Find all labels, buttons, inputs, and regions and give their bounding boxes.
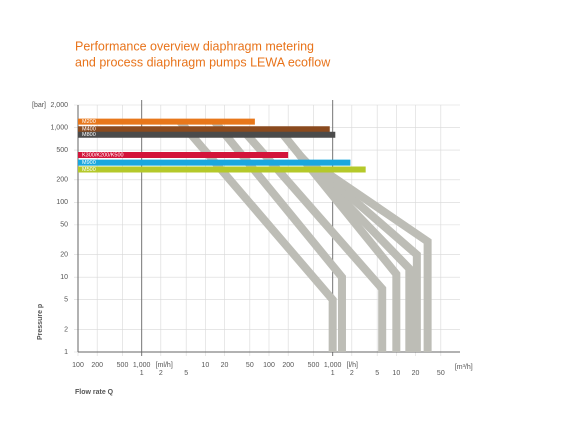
x-unit: [l/h] (347, 362, 358, 369)
x-tick-label: 200 (91, 362, 103, 369)
x-tick-label: 100 (263, 362, 275, 369)
performance-curve (240, 128, 387, 352)
x-unit: [ml/h] (156, 362, 173, 369)
x-tick-label: 100 (72, 362, 84, 369)
y-tick-label: 200 (56, 177, 68, 184)
x-tick-label: 500 (308, 362, 320, 369)
performance-curve (320, 166, 432, 352)
performance-curve (211, 119, 346, 352)
x-tick-label: 500 (117, 362, 129, 369)
y-tick-label: 2,000 (50, 102, 68, 109)
x-axis-label: Flow rate Q (75, 389, 114, 396)
y-tick-label: 1 (64, 349, 68, 356)
y-tick-label: 10 (60, 274, 68, 281)
x-tick-label: 5 (184, 370, 188, 377)
y-tick-label: 2 (64, 326, 68, 333)
y-tick-label: 500 (56, 147, 68, 154)
x-tick-label: 200 (282, 362, 294, 369)
x-tick-label: 10 (392, 370, 400, 377)
x-tick-label: 10 (201, 362, 209, 369)
y-tick-label: 20 (60, 251, 68, 258)
x-tick-label: 1 (331, 370, 335, 377)
performance-curve (176, 118, 337, 352)
band-label: M500 (82, 167, 96, 173)
y-tick-label: 100 (56, 199, 68, 206)
x-tick-label: 1 (140, 370, 144, 377)
band-label: M900 (82, 160, 96, 166)
y-axis-label: Pressure p (37, 304, 44, 340)
x-tick-label: 1,000 (133, 362, 151, 369)
chart-title: and process diaphragm pumps LEWA ecoflow (75, 55, 331, 69)
band-label: K300/K200/K500 (82, 152, 124, 158)
x-tick-label: 20 (412, 370, 420, 377)
x-tick-label: 2 (350, 370, 354, 377)
y-tick-label: 1,000 (50, 124, 68, 131)
performance-curve (307, 159, 421, 352)
y-unit: [bar] (32, 102, 46, 109)
x-tick-label: 5 (375, 370, 379, 377)
x-tick-label: 50 (437, 370, 445, 377)
y-tick-label: 5 (64, 297, 68, 304)
chart-title: Performance overview diaphragm metering (75, 39, 314, 53)
y-tick-label: 50 (60, 222, 68, 229)
x-tick-label: 1,000 (324, 362, 342, 369)
band-label: M800 (82, 132, 96, 138)
band-label: M200 (82, 119, 96, 125)
performance-curve (296, 152, 414, 352)
x-tick-label: 20 (221, 362, 229, 369)
x-unit: [m³/h] (455, 364, 473, 371)
x-tick-label: 2 (159, 370, 163, 377)
band-label: M400 (82, 127, 96, 133)
x-tick-label: 50 (246, 362, 254, 369)
